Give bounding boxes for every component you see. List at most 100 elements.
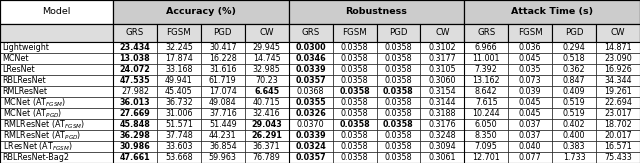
- Text: 0.3060: 0.3060: [429, 76, 456, 85]
- Text: 0.0358: 0.0358: [340, 142, 369, 151]
- Bar: [333, 75, 376, 86]
- Text: PGD: PGD: [214, 29, 232, 37]
- Bar: [508, 24, 552, 42]
- Bar: [465, 0, 640, 24]
- Text: 0.0358: 0.0358: [340, 54, 369, 63]
- Text: 0.037: 0.037: [519, 120, 541, 129]
- Text: 29.945: 29.945: [253, 43, 281, 52]
- Text: 0.077: 0.077: [519, 153, 541, 162]
- Text: 17.874: 17.874: [165, 54, 193, 63]
- Text: 1.733: 1.733: [563, 153, 586, 162]
- Text: 0.045: 0.045: [519, 109, 541, 118]
- Bar: [289, 24, 333, 42]
- Bar: [289, 42, 333, 53]
- Text: FGSM: FGSM: [166, 29, 191, 37]
- Bar: [552, 97, 596, 108]
- Text: 29.043: 29.043: [252, 120, 282, 129]
- Bar: [465, 42, 508, 53]
- Bar: [333, 108, 376, 119]
- Bar: [157, 75, 201, 86]
- Bar: [508, 119, 552, 130]
- Bar: [244, 97, 289, 108]
- Bar: [0, 108, 113, 119]
- Bar: [596, 64, 640, 75]
- Bar: [0, 130, 113, 141]
- Bar: [596, 24, 640, 42]
- Text: 13.038: 13.038: [120, 54, 150, 63]
- Text: LResNet (AT$_{FGSM}$): LResNet (AT$_{FGSM}$): [3, 140, 72, 153]
- Bar: [376, 75, 420, 86]
- Bar: [508, 108, 552, 119]
- Text: 76.789: 76.789: [253, 153, 281, 162]
- Bar: [333, 119, 376, 130]
- Text: RMLResNet (AT$_{FGSM}$): RMLResNet (AT$_{FGSM}$): [3, 118, 85, 131]
- Bar: [508, 42, 552, 53]
- Bar: [201, 75, 244, 86]
- Bar: [420, 97, 465, 108]
- Bar: [376, 53, 420, 64]
- Text: Lightweight: Lightweight: [3, 43, 49, 52]
- Bar: [596, 119, 640, 130]
- Text: 0.294: 0.294: [563, 43, 586, 52]
- Bar: [508, 75, 552, 86]
- Text: RMLResNet: RMLResNet: [3, 87, 47, 96]
- Text: 23.434: 23.434: [120, 43, 150, 52]
- Bar: [289, 75, 333, 86]
- Text: 8.350: 8.350: [475, 131, 498, 140]
- Text: CW: CW: [611, 29, 625, 37]
- Text: 0.0357: 0.0357: [295, 76, 326, 85]
- Text: CW: CW: [259, 29, 274, 37]
- Text: 0.0339: 0.0339: [295, 65, 326, 74]
- Text: 47.535: 47.535: [120, 76, 150, 85]
- Bar: [465, 97, 508, 108]
- Bar: [201, 97, 244, 108]
- Text: 40.715: 40.715: [253, 98, 280, 107]
- Text: 70.23: 70.23: [255, 76, 278, 85]
- Text: 59.963: 59.963: [209, 153, 237, 162]
- Text: 0.0324: 0.0324: [295, 142, 326, 151]
- Text: 27.669: 27.669: [120, 109, 150, 118]
- Bar: [508, 53, 552, 64]
- Bar: [244, 64, 289, 75]
- Text: 44.231: 44.231: [209, 131, 237, 140]
- Bar: [465, 130, 508, 141]
- Bar: [157, 97, 201, 108]
- Text: 30.417: 30.417: [209, 43, 237, 52]
- Bar: [157, 130, 201, 141]
- Text: 0.3144: 0.3144: [429, 98, 456, 107]
- Text: 24.072: 24.072: [120, 65, 150, 74]
- Bar: [552, 130, 596, 141]
- Bar: [508, 130, 552, 141]
- Bar: [420, 86, 465, 97]
- Bar: [420, 130, 465, 141]
- Bar: [596, 141, 640, 152]
- Bar: [201, 108, 244, 119]
- Bar: [465, 86, 508, 97]
- Bar: [201, 141, 244, 152]
- Text: 0.0358: 0.0358: [339, 120, 370, 129]
- Text: 31.616: 31.616: [209, 65, 237, 74]
- Text: 51.571: 51.571: [165, 120, 193, 129]
- Text: 0.3177: 0.3177: [429, 54, 456, 63]
- Bar: [465, 119, 508, 130]
- Text: 0.3061: 0.3061: [429, 153, 456, 162]
- Text: 11.001: 11.001: [472, 54, 500, 63]
- Bar: [333, 24, 376, 42]
- Text: 33.603: 33.603: [165, 142, 193, 151]
- Bar: [596, 86, 640, 97]
- Bar: [0, 152, 113, 163]
- Text: 0.0358: 0.0358: [340, 76, 369, 85]
- Bar: [0, 141, 113, 152]
- Text: 36.371: 36.371: [253, 142, 280, 151]
- Bar: [552, 24, 596, 42]
- Bar: [596, 75, 640, 86]
- Bar: [113, 53, 157, 64]
- Bar: [376, 64, 420, 75]
- Bar: [333, 64, 376, 75]
- Text: 36.013: 36.013: [120, 98, 150, 107]
- Bar: [289, 97, 333, 108]
- Bar: [420, 141, 465, 152]
- Bar: [420, 108, 465, 119]
- Bar: [0, 75, 113, 86]
- Text: 61.719: 61.719: [209, 76, 237, 85]
